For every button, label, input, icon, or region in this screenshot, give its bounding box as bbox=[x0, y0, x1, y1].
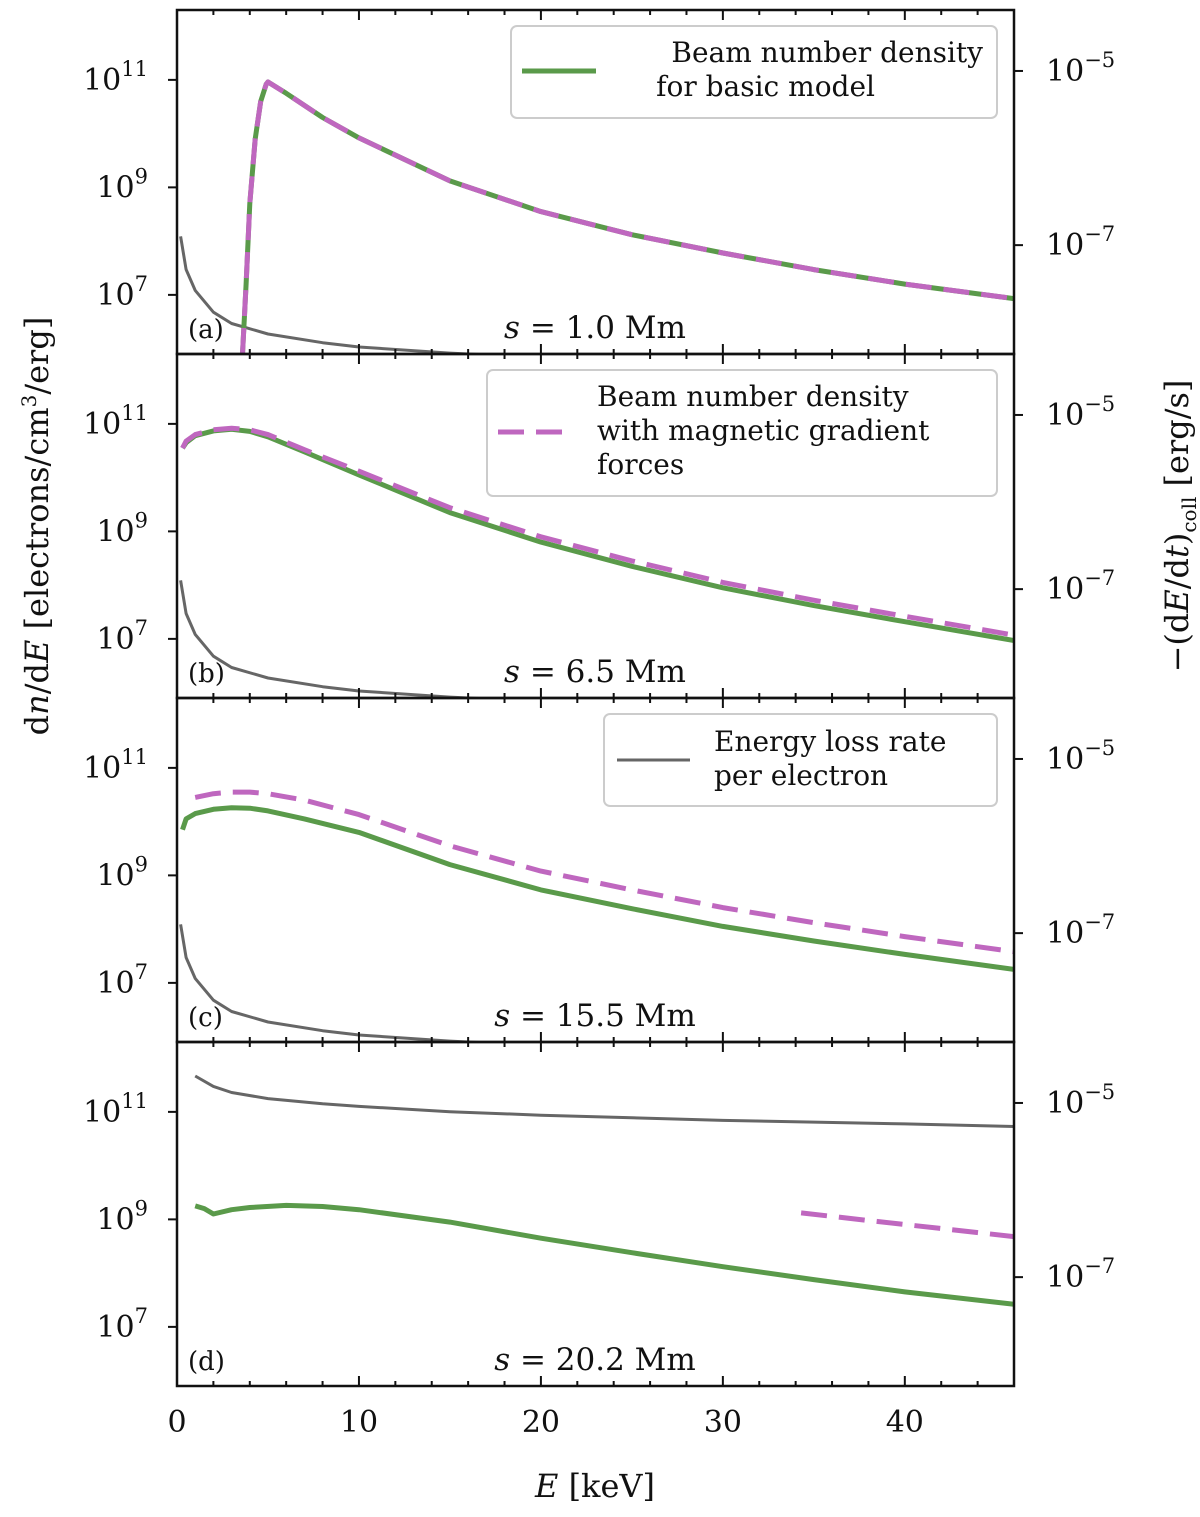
legend-magnetic: Beam number density with magnetic gradie… bbox=[486, 369, 998, 497]
panel-c: 107 109 1011 10−7 10−5 (c) s = 15.5 Mm Energ… bbox=[83, 696, 1115, 1044]
panel-b-ytick-left-label: 107 bbox=[96, 616, 148, 657]
legend-loss-box bbox=[603, 713, 998, 807]
panel-b-label: (b) bbox=[188, 659, 225, 689]
legend-loss-line-1: Energy loss rate bbox=[714, 725, 946, 758]
panel-d-magnetic-line bbox=[800, 1210, 1014, 1240]
legend-magnetic-line-3: forces bbox=[597, 448, 684, 481]
panel-a-loss-line bbox=[179, 236, 500, 354]
panel-c-ytick-left-label: 107 bbox=[96, 960, 148, 1001]
legend-basic-line-1: Beam number density bbox=[671, 36, 983, 69]
panel-a-ytick-left-label: 1011 bbox=[83, 57, 148, 98]
panel-a-ytick-left-label: 107 bbox=[96, 272, 148, 313]
panel-d-loss-line bbox=[194, 1074, 1014, 1128]
panel-c-loss-line bbox=[179, 924, 500, 1042]
panel-d-ytick-right-label: 10−7 bbox=[1046, 1254, 1115, 1295]
panel-a-ytick-right-label: 10−5 bbox=[1046, 48, 1115, 89]
legend-magnetic-line-1: Beam number density bbox=[597, 380, 909, 413]
x-tick-label: 30 bbox=[704, 1405, 742, 1440]
x-axis: 0 10 20 30 40 E [keV] bbox=[167, 1405, 923, 1505]
legend-loss-line-2: per electron bbox=[714, 759, 888, 792]
x-tick-labels: 0 10 20 30 40 bbox=[167, 1405, 923, 1440]
panel-a-ticks: 107 109 1011 10−7 10−5 bbox=[83, 10, 1115, 354]
panel-b-s-annotation: s = 6.5 Mm bbox=[504, 654, 686, 690]
panel-c-ytick-left-label: 1011 bbox=[83, 745, 148, 786]
panel-c-label: (c) bbox=[188, 1003, 223, 1033]
panel-d-s-annotation: s = 20.2 Mm bbox=[494, 1342, 696, 1378]
legend-magnetic-box bbox=[486, 369, 998, 497]
panel-b-magnetic-line bbox=[180, 425, 1014, 638]
legend-loss: Energy loss rate per electron bbox=[603, 713, 998, 807]
panel-b-loss-line bbox=[179, 580, 500, 698]
panel-d-label: (d) bbox=[188, 1347, 225, 1377]
panel-c-magnetic-line bbox=[194, 789, 1014, 955]
panel-d-ytick-left-label: 109 bbox=[96, 1196, 148, 1237]
panel-c-ytick-right-label: 10−5 bbox=[1046, 736, 1115, 777]
panel-c-ytick-left-label: 109 bbox=[96, 852, 148, 893]
panel-c-ticks: 107 109 1011 10−7 10−5 bbox=[83, 698, 1115, 1042]
legend-basic-line-2: for basic model bbox=[656, 70, 875, 103]
legend-magnetic-line-2: with magnetic gradient bbox=[597, 414, 930, 447]
panel-a-s-annotation: s = 1.0 Mm bbox=[504, 310, 686, 346]
panel-d-ytick-left-label: 1011 bbox=[83, 1089, 148, 1130]
panel-d-basic-line bbox=[194, 1202, 1014, 1307]
panel-a-ytick-right-label: 10−7 bbox=[1046, 222, 1115, 263]
panel-d-ytick-right-label: 10−5 bbox=[1046, 1080, 1115, 1121]
panel-b: 107 109 1011 10−7 10−5 (b) s = 6.5 Mm Beam n… bbox=[83, 352, 1115, 700]
panel-d-frame bbox=[175, 1040, 1016, 1388]
panel-b-ytick-right-label: 10−5 bbox=[1046, 392, 1115, 433]
panel-c-ytick-right-label: 10−7 bbox=[1046, 910, 1115, 951]
x-tick-label: 20 bbox=[522, 1405, 560, 1440]
panel-a-ytick-left-label: 109 bbox=[96, 164, 148, 205]
y-right-axis-title: −(dE/dt)coll [erg/s] bbox=[1158, 380, 1200, 673]
panel-a-magnetic-line bbox=[240, 79, 1014, 354]
panel-a: 107 109 1011 10−7 10−5 (a) s = 1.0 Mm Beam n… bbox=[83, 8, 1115, 356]
panel-c-basic-line bbox=[180, 805, 1014, 972]
panel-d-ytick-left-label: 107 bbox=[96, 1304, 148, 1345]
legend-basic: Beam number density for basic model bbox=[510, 25, 998, 119]
legend-basic-box bbox=[510, 25, 998, 119]
y-left-axis-title: dn/dE [electrons/cm3/erg] bbox=[17, 317, 56, 736]
x-tick-label: 10 bbox=[340, 1405, 378, 1440]
panel-d: 107 109 1011 10−7 10−5 (d) s = 20.2 Mm bbox=[83, 1040, 1115, 1388]
panel-b-basic-line bbox=[180, 426, 1014, 643]
x-tick-label: 0 bbox=[167, 1405, 186, 1440]
panel-b-ytick-right-label: 10−7 bbox=[1046, 566, 1115, 607]
x-axis-title: E [keV] bbox=[534, 1467, 655, 1505]
panel-d-series bbox=[194, 1074, 1014, 1307]
panel-c-s-annotation: s = 15.5 Mm bbox=[494, 998, 696, 1034]
panel-b-ytick-left-label: 109 bbox=[96, 508, 148, 549]
x-tick-label: 40 bbox=[886, 1405, 924, 1440]
panel-a-label: (a) bbox=[188, 315, 224, 345]
panel-b-ytick-left-label: 1011 bbox=[83, 401, 148, 442]
